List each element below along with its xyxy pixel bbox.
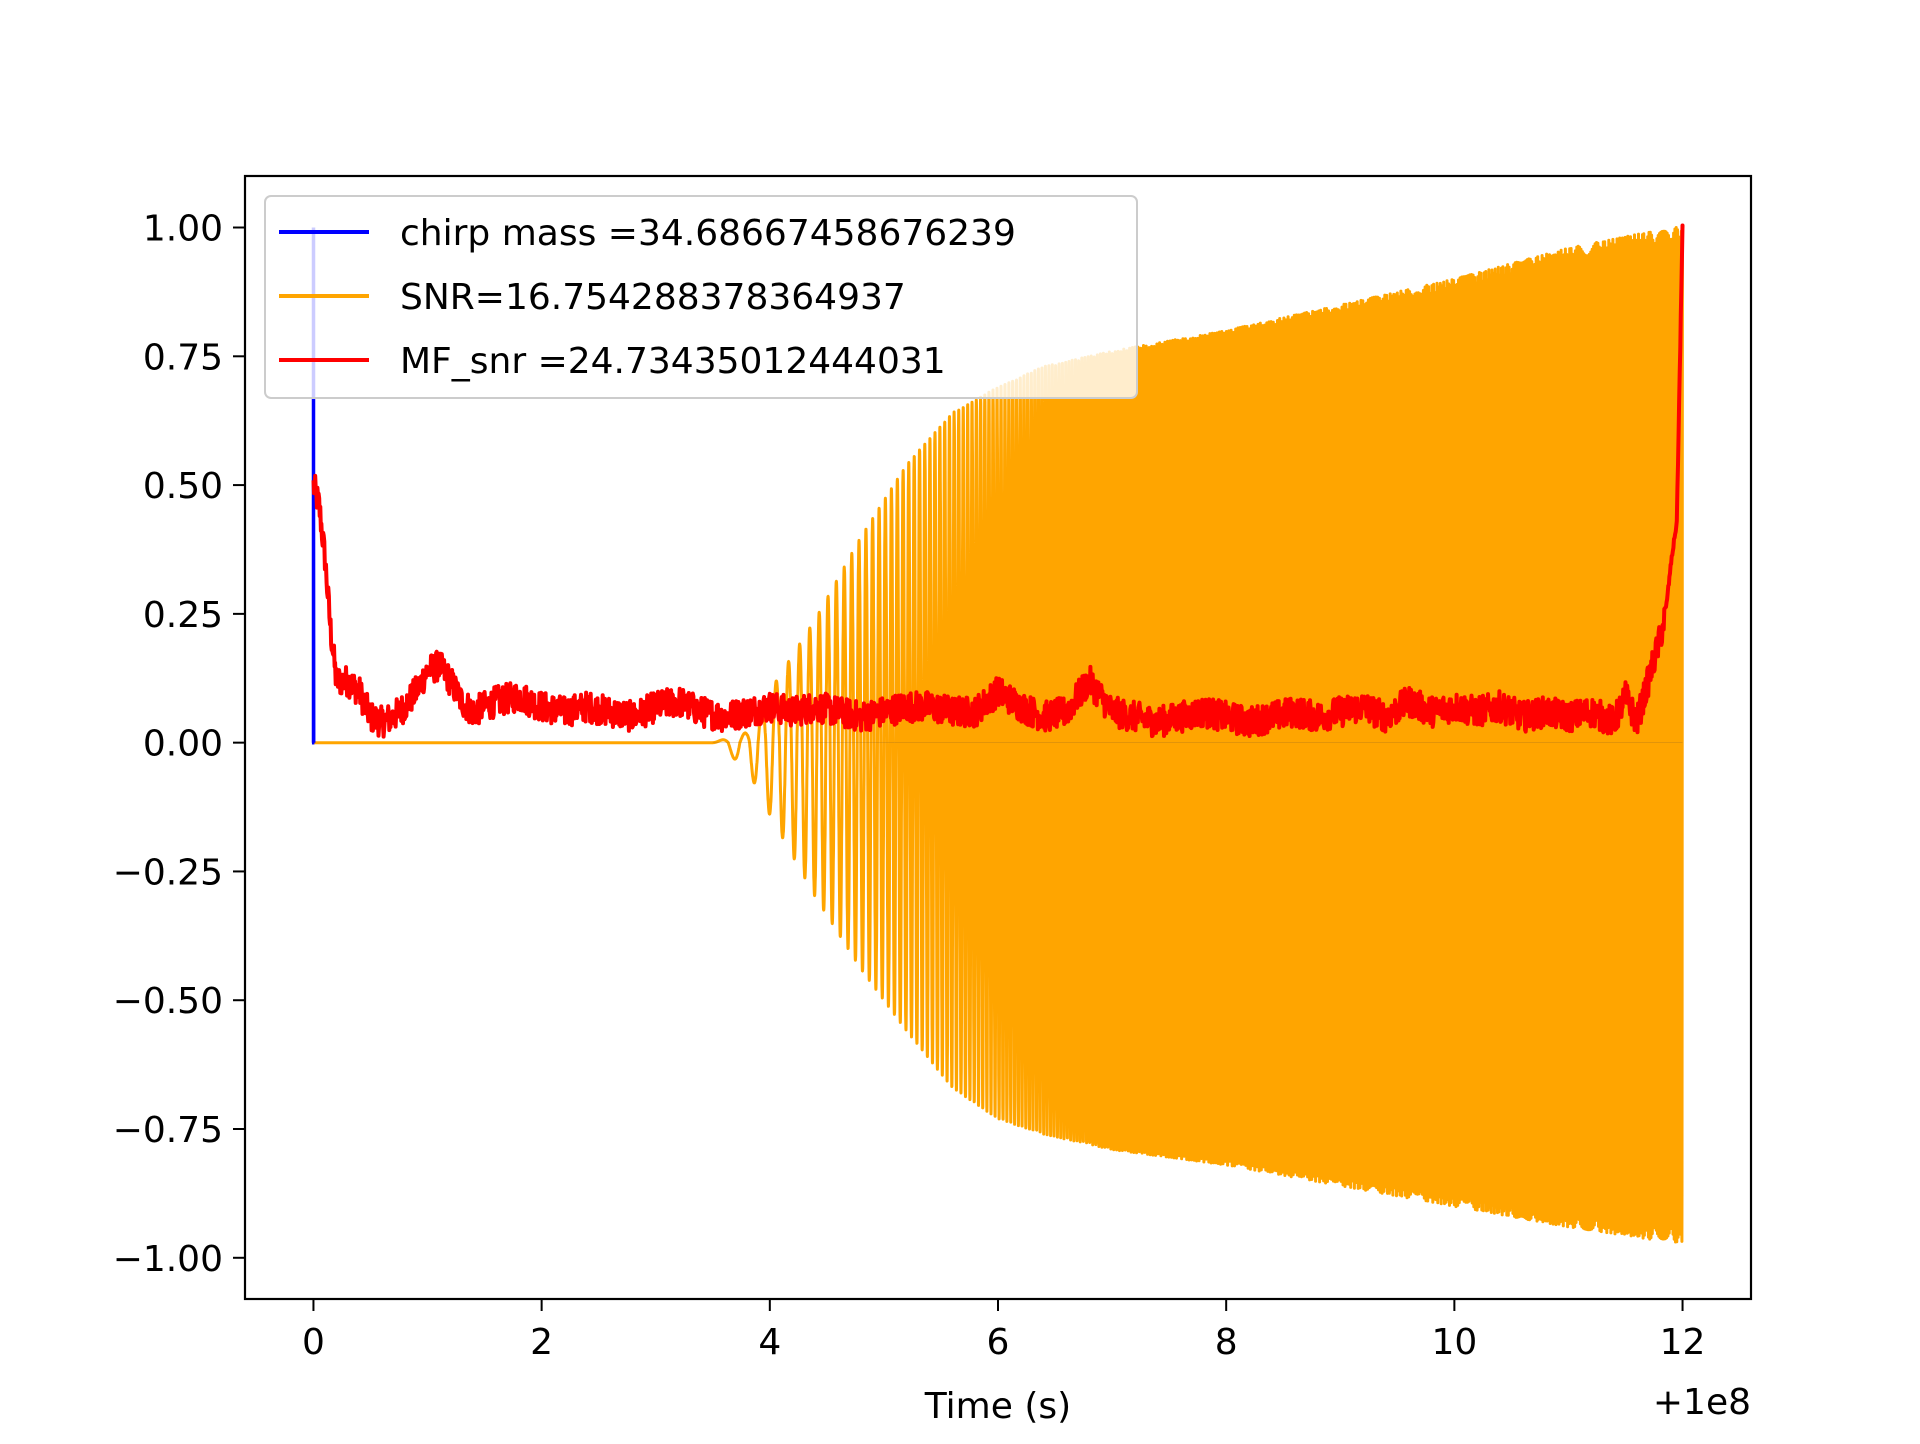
- x-axis-offset-label: +1e8: [1653, 1382, 1751, 1423]
- x-axis-label: Time (s): [924, 1386, 1071, 1427]
- y-axis: 1.00 0.75 0.50 0.25 0.00 −0.25 −0.50 −0.75 −1.00: [113, 209, 245, 1280]
- x-axis: 0 2 4 6 8 10 12: [302, 1299, 1705, 1363]
- x-tick-label: 2: [530, 1322, 553, 1363]
- x-tick-label: 0: [302, 1322, 325, 1363]
- y-tick-label: 1.00: [143, 209, 223, 250]
- legend: chirp mass =34.68667458676239 SNR=16.7542…: [264, 195, 1138, 399]
- x-tick-label: 6: [987, 1322, 1010, 1363]
- legend-box: [264, 195, 1138, 399]
- series-layer: [311, 223, 1685, 1244]
- series-mf-snr-line: [311, 223, 1685, 739]
- y-tick-label: 0.25: [143, 595, 223, 636]
- legend-entry-label: MF_snr =24.73435012444031: [400, 341, 946, 382]
- series-chirp-mass-line: [311, 227, 316, 745]
- y-tick-label: −0.50: [113, 981, 223, 1022]
- y-tick-label: −0.75: [113, 1110, 223, 1151]
- y-tick-label: −0.25: [113, 852, 223, 893]
- x-tick-label: 12: [1660, 1322, 1706, 1363]
- legend-entry-label: SNR=16.754288378364937: [400, 277, 906, 318]
- legend-entry-label: chirp mass =34.68667458676239: [400, 213, 1016, 254]
- y-tick-label: 0.75: [143, 337, 223, 378]
- x-tick-label: 8: [1215, 1322, 1238, 1363]
- y-tick-label: 0.50: [143, 466, 223, 507]
- y-tick-label: −1.00: [113, 1239, 223, 1280]
- x-tick-label: 10: [1431, 1322, 1477, 1363]
- x-tick-label: 4: [758, 1322, 781, 1363]
- y-tick-label: 0.00: [143, 724, 223, 765]
